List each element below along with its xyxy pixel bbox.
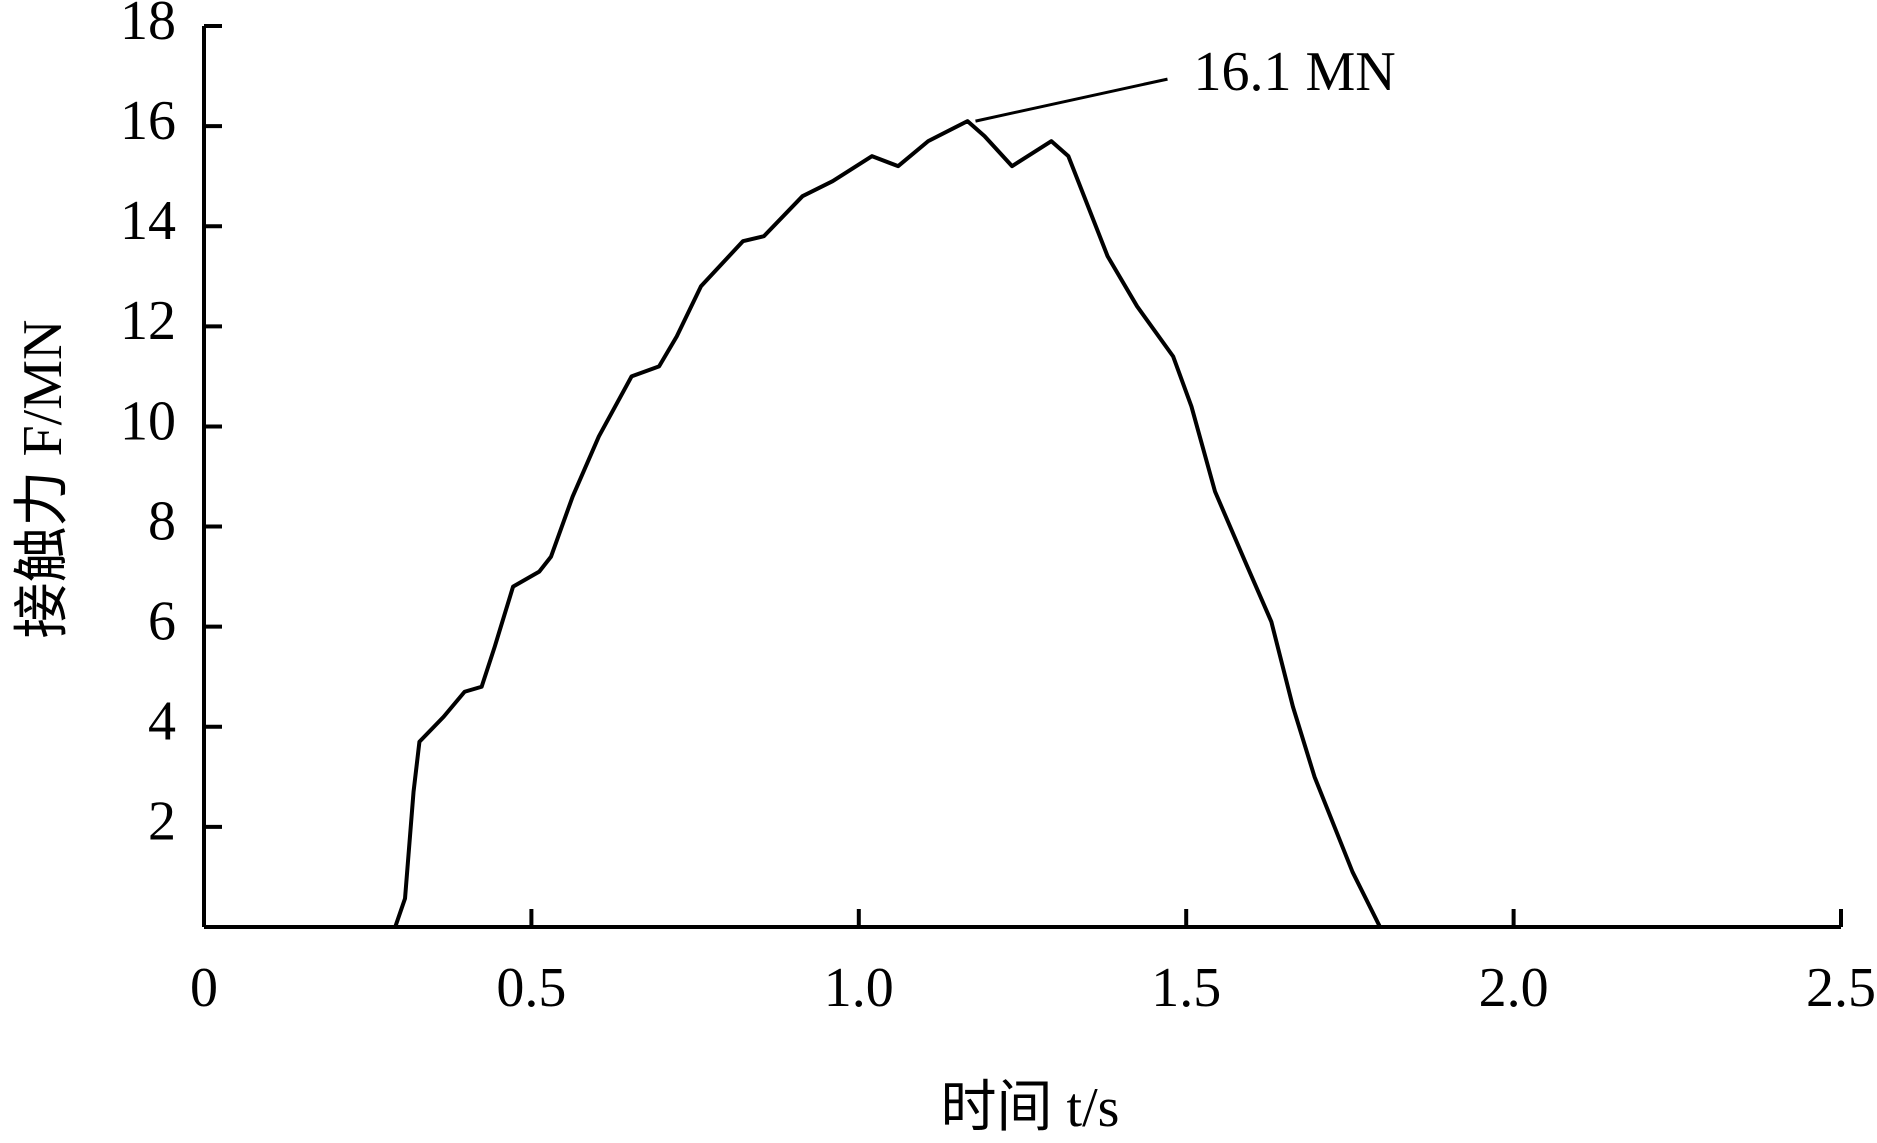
y-tick-label: 18	[120, 0, 176, 52]
annotation-leader	[975, 77, 1168, 123]
y-tick-label: 6	[148, 591, 176, 653]
x-tick-label: 0.5	[496, 957, 566, 1019]
y-tick-label: 8	[148, 490, 176, 552]
y-tick-label: 4	[148, 691, 176, 753]
annotation: 16.1 MN	[1193, 41, 1395, 103]
y-tick-label: 2	[148, 791, 176, 853]
y-tick-label: 14	[120, 190, 176, 252]
y-tick-label: 10	[120, 390, 176, 452]
y-tick-label: 12	[120, 290, 176, 352]
x-tick-label: 2.0	[1479, 957, 1549, 1019]
x-tick-label: 0	[190, 957, 218, 1019]
y-tick-label: 16	[120, 90, 176, 152]
x-tick-label: 2.5	[1806, 957, 1876, 1019]
y-axis-label: 接触力 F/MN	[12, 320, 74, 639]
data-line	[204, 119, 1382, 929]
x-axis-label: 时间 t/s	[941, 1077, 1120, 1139]
x-tick-label: 1.5	[1151, 957, 1221, 1019]
x-tick-label: 1.0	[824, 957, 894, 1019]
